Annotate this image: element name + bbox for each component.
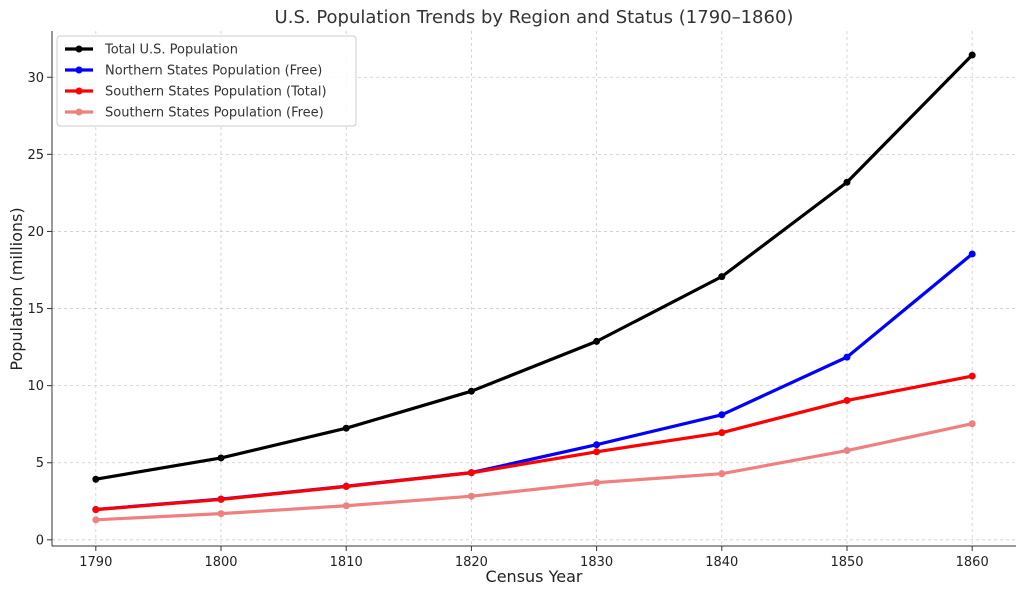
legend-swatch-marker [75, 108, 83, 116]
data-point [217, 495, 225, 503]
data-point [593, 479, 601, 487]
data-point [968, 420, 976, 428]
series-line [94, 422, 974, 522]
series-line [94, 374, 974, 512]
data-point [217, 454, 225, 462]
data-point [843, 396, 851, 404]
legend-entry: Southern States Population (Total) [65, 85, 327, 100]
data-point [92, 516, 100, 524]
data-point [342, 424, 350, 432]
y-tick-label: 15 [27, 302, 44, 317]
data-point [467, 387, 475, 395]
y-tick-label: 0 [36, 533, 44, 548]
y-tick-label: 5 [36, 456, 44, 471]
x-tick-label: 1830 [580, 555, 613, 570]
data-point [593, 448, 601, 456]
data-point [843, 178, 851, 186]
y-axis-label: Population (millions) [7, 207, 26, 370]
series-group [92, 51, 976, 483]
legend-label: Total U.S. Population [104, 43, 238, 58]
series-group [92, 372, 976, 514]
y-axis-ticks: 0 5 10 15 20 25 30 [27, 71, 52, 548]
x-tick-label: 1810 [330, 555, 363, 570]
legend-label: Southern States Population (Total) [105, 85, 327, 100]
series-line [94, 252, 974, 512]
data-point [718, 429, 726, 437]
series-line [94, 53, 974, 481]
legend-label: Southern States Population (Free) [105, 106, 324, 121]
data-point [843, 353, 851, 361]
x-axis-label: Census Year [486, 567, 583, 586]
data-point [467, 469, 475, 477]
series-layer [92, 51, 976, 524]
data-point [342, 482, 350, 490]
x-axis-ticks: 1790 1800 1810 1820 1830 1840 1850 1860 [79, 546, 989, 570]
data-point [92, 506, 100, 514]
data-point [593, 441, 601, 449]
series-group [92, 420, 976, 524]
axes [51, 31, 1016, 547]
x-tick-label: 1800 [204, 555, 237, 570]
data-point [217, 510, 225, 518]
data-point [718, 470, 726, 478]
legend-entry: Northern States Population (Free) [65, 64, 322, 79]
legend-swatch-marker [75, 45, 83, 53]
y-tick-label: 20 [27, 225, 44, 240]
x-tick-label: 1860 [956, 555, 989, 570]
legend-label: Northern States Population (Free) [105, 64, 322, 79]
legend: Total U.S. Population Northern States Pop… [56, 35, 357, 127]
x-tick-label: 1840 [705, 555, 738, 570]
data-point [342, 502, 350, 510]
data-point [718, 411, 726, 419]
data-point [843, 447, 851, 455]
legend-box [56, 35, 357, 127]
y-tick-label: 30 [27, 71, 44, 86]
data-point [593, 337, 601, 345]
x-tick-label: 1850 [830, 555, 863, 570]
data-point [968, 51, 976, 59]
data-point [467, 492, 475, 500]
data-point [968, 372, 976, 380]
legend-entry: Total U.S. Population [65, 43, 238, 58]
chart-title: U.S. Population Trends by Region and Sta… [275, 7, 794, 28]
data-point [92, 475, 100, 483]
legend-swatch-marker [75, 87, 83, 95]
series-group [92, 250, 976, 513]
data-point [718, 273, 726, 281]
legend-swatch-marker [75, 66, 83, 74]
x-tick-label: 1820 [455, 555, 488, 570]
data-point [968, 250, 976, 258]
y-tick-label: 10 [27, 379, 44, 394]
legend-entry: Southern States Population (Free) [65, 106, 324, 121]
y-tick-label: 25 [27, 148, 44, 163]
x-tick-label: 1790 [79, 555, 112, 570]
